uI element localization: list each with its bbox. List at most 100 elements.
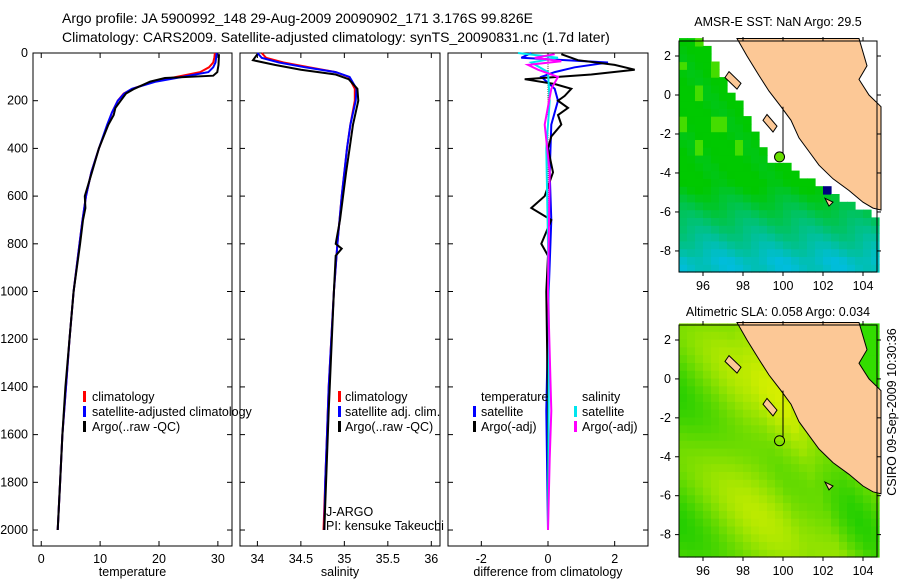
map-cell [727, 225, 736, 234]
map-cell [847, 209, 856, 218]
map-cell [855, 225, 864, 234]
map-cell [791, 440, 800, 449]
map-cell [695, 209, 704, 218]
map-cell [871, 346, 880, 356]
map-cell [783, 525, 792, 535]
map-cell [703, 131, 712, 140]
map-cell [719, 377, 728, 387]
legend-swatch-argo [338, 421, 341, 432]
map-cell [791, 256, 800, 265]
map-cell [719, 201, 728, 211]
map-cell [815, 225, 824, 234]
map-cell [711, 377, 720, 387]
map-cell [687, 502, 696, 511]
map-cell [759, 533, 768, 542]
lon-tick-label: 104 [853, 279, 874, 293]
map-cell [799, 424, 808, 434]
map-cell [759, 233, 768, 242]
map-cell [735, 416, 744, 426]
map-cell [695, 346, 704, 356]
map-cell [703, 370, 712, 379]
map-cell [727, 331, 736, 340]
map-cell [711, 401, 720, 410]
map-cell [703, 264, 712, 273]
map-cell [791, 510, 800, 519]
map-cell [743, 424, 752, 434]
map-cell [775, 549, 784, 558]
map-cell [687, 354, 696, 363]
map-cell [831, 217, 840, 226]
map-cell [791, 248, 800, 257]
map-cell [751, 471, 760, 480]
map-cell [679, 541, 688, 550]
map-cell [775, 170, 784, 179]
map-cell [735, 370, 744, 379]
map-cell [695, 549, 704, 558]
map-cell [815, 518, 824, 527]
map-cell [751, 155, 760, 164]
map-cell [863, 541, 872, 550]
map-cell [815, 463, 824, 472]
map-cell [687, 401, 696, 410]
map-cell [711, 541, 720, 550]
map-cell [767, 455, 776, 465]
map-cell [799, 217, 808, 226]
map-cell [735, 541, 744, 550]
map-cell [703, 518, 712, 527]
map-cell [863, 370, 872, 379]
legend-label: Argo(..raw -QC) [92, 420, 180, 434]
map-cell [767, 217, 776, 226]
map-cell [735, 479, 744, 488]
map-cell [703, 424, 712, 434]
map-cell [679, 533, 688, 542]
map-cell [759, 248, 768, 257]
map-cell [727, 178, 736, 187]
map-cell [767, 225, 776, 234]
map-cell [735, 217, 744, 226]
map-cell [783, 248, 792, 257]
map-cell [815, 502, 824, 511]
map-cell [679, 92, 688, 102]
map-cell [751, 178, 760, 187]
series-line-argo-raw-qc- [251, 53, 360, 531]
map-cell [703, 108, 712, 117]
map-cell [823, 201, 832, 211]
map-cell [711, 77, 720, 86]
map-cell [695, 131, 704, 140]
map-cell [847, 479, 856, 488]
map-cell [695, 61, 704, 70]
map-cell [807, 448, 816, 457]
map-cell [735, 486, 744, 496]
map-cell [839, 248, 848, 257]
map-cell [751, 377, 760, 387]
map-cell [807, 440, 816, 449]
map-cell [791, 416, 800, 426]
x-tick-label: 20 [152, 552, 166, 566]
map-cell [695, 264, 704, 273]
sst-map-title: AMSR-E SST: NaN Argo: 29.5 [694, 15, 861, 29]
map-cell [679, 471, 688, 480]
map-cell [719, 432, 728, 441]
map-cell [735, 225, 744, 234]
map-cell [695, 370, 704, 379]
map-cell [807, 502, 816, 511]
map-cell [751, 416, 760, 426]
map-cell [767, 486, 776, 496]
map-cell [743, 155, 752, 164]
map-cell [799, 502, 808, 511]
map-cell [783, 209, 792, 218]
map-cell [687, 393, 696, 402]
map-cell [711, 248, 720, 257]
map-cell [751, 240, 760, 250]
map-cell [831, 510, 840, 519]
map-cell [799, 194, 808, 203]
map-cell [703, 162, 712, 172]
map-cell [719, 401, 728, 410]
map-cell [855, 217, 864, 226]
map-cell [743, 139, 752, 148]
map-cell [807, 240, 816, 250]
map-cell [751, 502, 760, 511]
map-cell [679, 248, 688, 257]
map-cell [791, 186, 800, 195]
map-cell [695, 38, 704, 47]
